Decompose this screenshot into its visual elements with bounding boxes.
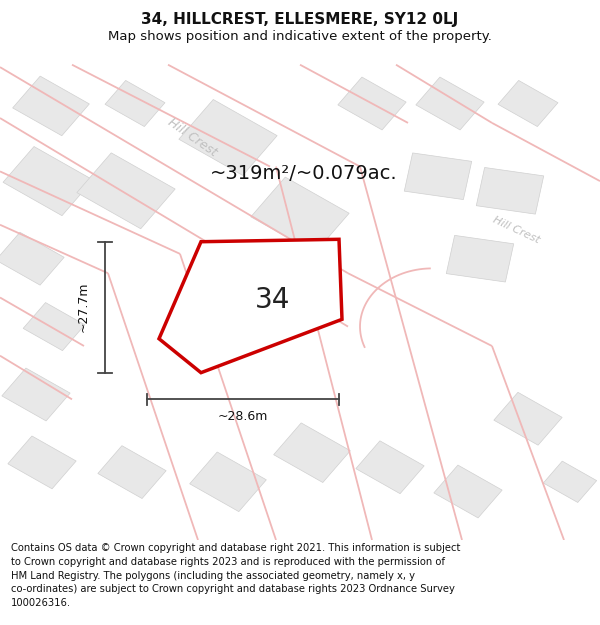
Text: Map shows position and indicative extent of the property.: Map shows position and indicative extent… — [108, 30, 492, 43]
Text: Hill Crest: Hill Crest — [165, 116, 219, 159]
Polygon shape — [416, 77, 484, 130]
Text: ~28.6m: ~28.6m — [218, 410, 268, 423]
Polygon shape — [274, 423, 350, 483]
Polygon shape — [494, 392, 562, 445]
Polygon shape — [544, 461, 596, 503]
Polygon shape — [356, 441, 424, 494]
Text: 34: 34 — [256, 286, 290, 314]
Text: ~27.7m: ~27.7m — [77, 282, 90, 332]
Polygon shape — [434, 465, 502, 518]
Polygon shape — [13, 76, 89, 136]
Polygon shape — [8, 436, 76, 489]
Polygon shape — [3, 146, 93, 216]
Polygon shape — [446, 236, 514, 282]
Text: Hill Crest: Hill Crest — [491, 214, 541, 245]
Polygon shape — [23, 302, 85, 351]
Polygon shape — [2, 368, 70, 421]
Polygon shape — [98, 446, 166, 499]
Polygon shape — [251, 177, 349, 253]
Polygon shape — [179, 99, 277, 176]
Polygon shape — [159, 239, 342, 372]
Polygon shape — [404, 153, 472, 199]
Polygon shape — [476, 168, 544, 214]
Text: ~319m²/~0.079ac.: ~319m²/~0.079ac. — [210, 164, 398, 183]
Polygon shape — [105, 81, 165, 126]
Text: Contains OS data © Crown copyright and database right 2021. This information is : Contains OS data © Crown copyright and d… — [11, 543, 460, 608]
Text: 34, HILLCREST, ELLESMERE, SY12 0LJ: 34, HILLCREST, ELLESMERE, SY12 0LJ — [142, 12, 458, 27]
Polygon shape — [0, 232, 64, 285]
Polygon shape — [190, 452, 266, 512]
Polygon shape — [77, 153, 175, 229]
Polygon shape — [498, 81, 558, 126]
Polygon shape — [338, 77, 406, 130]
